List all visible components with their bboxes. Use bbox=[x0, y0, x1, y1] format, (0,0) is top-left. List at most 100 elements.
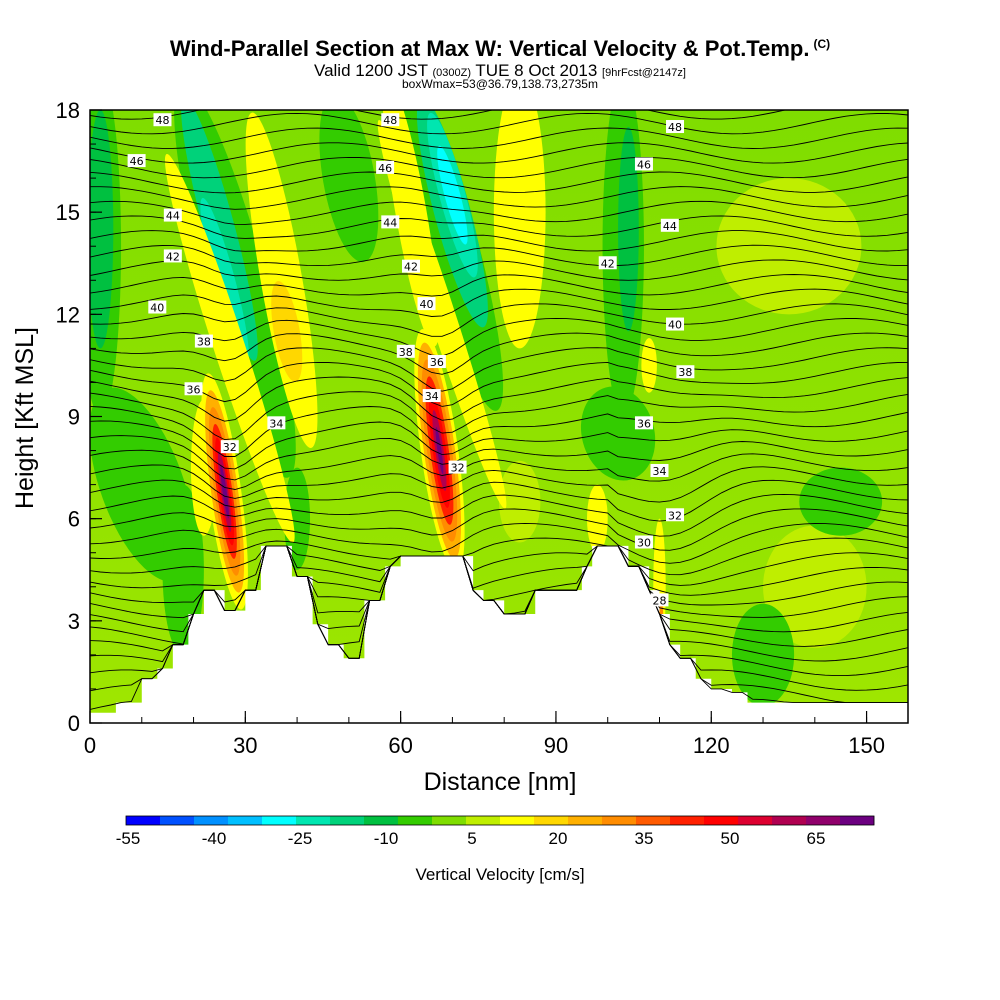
theta-contour-line bbox=[90, 288, 908, 317]
title-tag: (C) bbox=[813, 36, 831, 51]
colorbar-tick-label: -10 bbox=[374, 829, 399, 848]
colorbar-swatch bbox=[364, 816, 399, 825]
y-axis-label: Height [Kft MSL] bbox=[11, 327, 39, 509]
contour-label-box bbox=[650, 593, 669, 607]
theta-contour-line bbox=[90, 110, 788, 120]
y-tick-label: 0 bbox=[68, 711, 80, 736]
x-tick-label: 150 bbox=[848, 733, 885, 758]
theta-contour-line bbox=[90, 545, 908, 586]
velocity-region bbox=[437, 145, 468, 245]
contour-label: 40 bbox=[668, 319, 682, 332]
theta-contour-line bbox=[90, 545, 908, 606]
contour-label-box bbox=[376, 160, 395, 174]
contour-label: 48 bbox=[155, 114, 169, 127]
x-tick-label: 120 bbox=[693, 733, 730, 758]
valid-time: Valid 1200 JST bbox=[314, 61, 428, 80]
colorbar-swatch bbox=[160, 816, 195, 825]
y-tick-label: 15 bbox=[56, 200, 80, 225]
y-tick-label: 6 bbox=[68, 507, 80, 532]
theta-contours bbox=[90, 110, 908, 710]
velocity-region bbox=[493, 110, 546, 349]
velocity-region bbox=[164, 153, 295, 543]
contour-label-box bbox=[634, 535, 653, 549]
contour-label: 42 bbox=[166, 250, 180, 263]
contour-label: 46 bbox=[130, 155, 144, 168]
colorbar-swatch bbox=[330, 816, 365, 825]
theta-contour-line bbox=[90, 435, 908, 481]
colorbar-swatch bbox=[568, 816, 603, 825]
contour-label-box bbox=[634, 416, 653, 430]
contour-label-box bbox=[666, 317, 685, 331]
contour-label-box bbox=[676, 365, 695, 379]
theta-contour-line bbox=[90, 347, 908, 392]
velocity-region bbox=[162, 484, 204, 655]
contour-label: 34 bbox=[652, 465, 666, 478]
contour-label-box bbox=[427, 355, 446, 369]
colorbar-swatch bbox=[432, 816, 467, 825]
theta-contour-line bbox=[90, 537, 908, 576]
colorbar-swatch bbox=[738, 816, 773, 825]
contour-label-box bbox=[598, 256, 617, 270]
theta-contour-line bbox=[90, 493, 908, 537]
colorbar-swatch bbox=[840, 816, 875, 825]
theta-contour-line bbox=[90, 142, 908, 164]
contour-label-box bbox=[194, 334, 213, 348]
theta-contour-line bbox=[90, 420, 908, 470]
contour-label-box bbox=[148, 300, 167, 314]
contour-label: 38 bbox=[678, 366, 692, 379]
theta-contour-line bbox=[90, 405, 908, 457]
colorbar-swatch bbox=[772, 816, 807, 825]
colorbar-tick-label: 5 bbox=[467, 829, 476, 848]
colorbar-frame bbox=[125, 815, 875, 826]
colorbar-swatch bbox=[398, 816, 433, 825]
colorbar-swatch bbox=[466, 816, 501, 825]
theta-contour-line bbox=[90, 112, 908, 135]
contour-label-box bbox=[163, 208, 182, 222]
contour-label-box bbox=[417, 297, 436, 311]
contour-label-box bbox=[401, 259, 420, 273]
chart-title: Wind-Parallel Section at Max W: Vertical… bbox=[0, 36, 1000, 62]
colorbar-tick-label: -55 bbox=[116, 829, 141, 848]
colorbar-swatch bbox=[194, 816, 229, 825]
contour-label-box bbox=[448, 460, 467, 474]
velocity-region bbox=[763, 525, 867, 649]
colorbar-tick-label: -40 bbox=[202, 829, 227, 848]
x-axis-label: Distance [nm] bbox=[424, 768, 577, 796]
theta-contour-line bbox=[90, 230, 908, 252]
contour-label-box bbox=[660, 218, 679, 232]
x-tick-label: 90 bbox=[544, 733, 568, 758]
theta-contour-line bbox=[90, 259, 908, 281]
boxw-info: boxWmax=53@36.79,138.73,2735m bbox=[402, 77, 598, 91]
colorbar-swatch bbox=[534, 816, 569, 825]
colorbar-swatch bbox=[262, 816, 297, 825]
contour-label: 40 bbox=[420, 298, 434, 311]
colorbar-swatch bbox=[126, 816, 161, 825]
colorbar-tick-label: 20 bbox=[549, 829, 568, 848]
contour-label: 38 bbox=[197, 336, 211, 349]
contour-label: 42 bbox=[601, 257, 615, 270]
colorbar-swatch bbox=[704, 816, 739, 825]
contour-label-box bbox=[127, 154, 146, 168]
contour-label-box bbox=[381, 215, 400, 229]
theta-contour-line bbox=[90, 303, 908, 337]
theta-contour-line bbox=[90, 156, 908, 179]
contour-label: 36 bbox=[637, 417, 651, 430]
contour-label-box bbox=[267, 416, 286, 430]
theta-contour-line bbox=[90, 317, 908, 357]
velocity-region bbox=[716, 178, 862, 315]
contour-label: 48 bbox=[668, 121, 682, 134]
x-tick-label: 30 bbox=[233, 733, 257, 758]
colorbar-swatch bbox=[500, 816, 535, 825]
contour-label: 48 bbox=[383, 114, 397, 127]
velocity-region bbox=[499, 460, 541, 543]
contour-label: 36 bbox=[187, 383, 201, 396]
contour-label: 44 bbox=[166, 210, 180, 223]
colorbar-swatch bbox=[602, 816, 637, 825]
colorbar-swatch bbox=[296, 816, 331, 825]
contour-label: 32 bbox=[451, 462, 465, 475]
contour-label: 40 bbox=[150, 302, 164, 315]
theta-contour-line bbox=[90, 464, 908, 503]
y-tick-label: 9 bbox=[68, 405, 80, 430]
colorbar-tick-label: 50 bbox=[721, 829, 740, 848]
